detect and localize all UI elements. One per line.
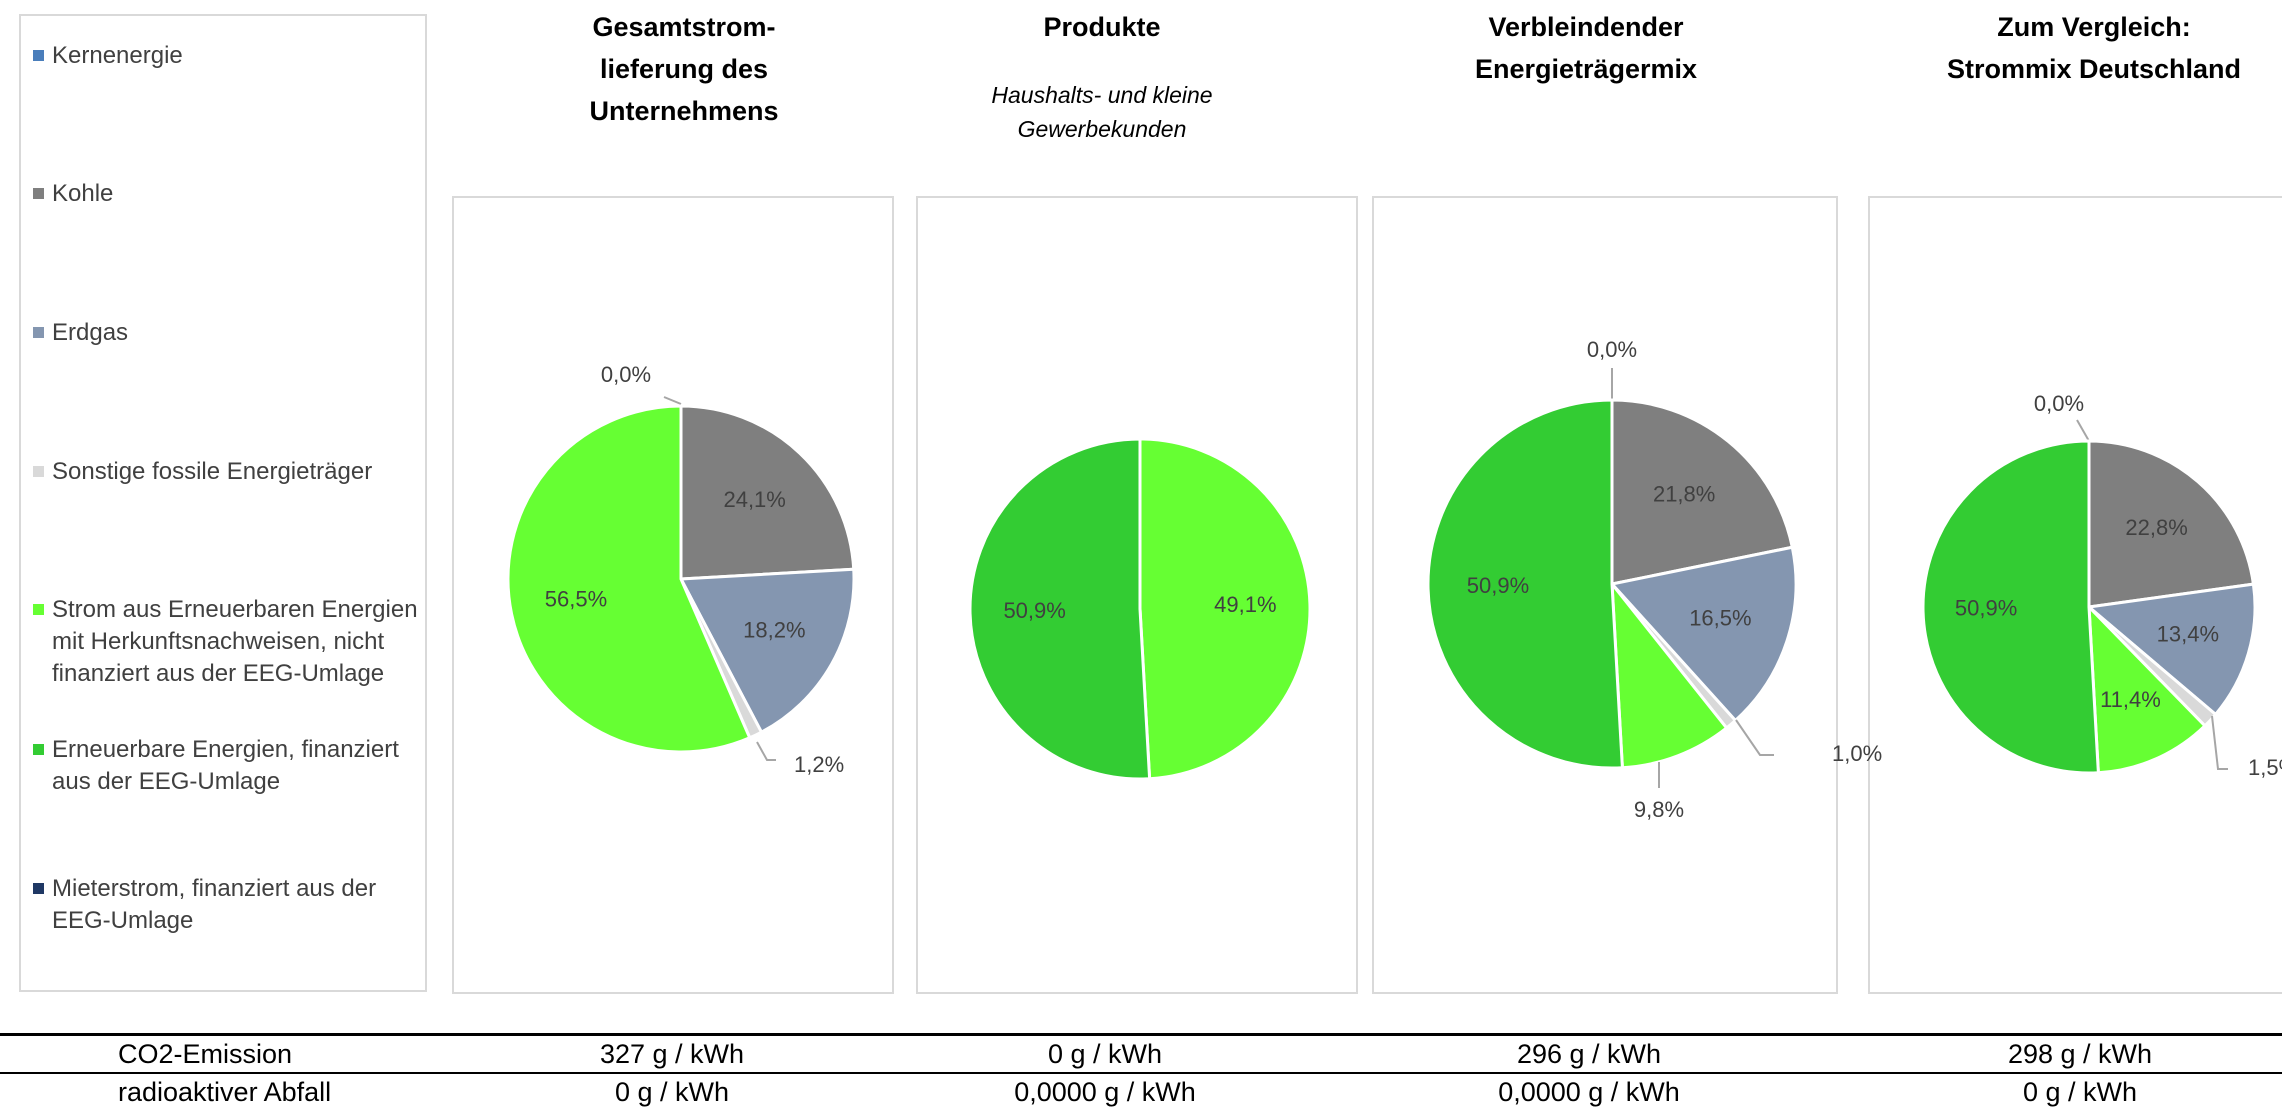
pie-data-label: 24,1% xyxy=(723,487,785,512)
column-title-line: Produkte xyxy=(1043,12,1161,42)
pie-slice xyxy=(2087,439,2256,609)
chart-frame-1 xyxy=(452,196,894,994)
chart-frame-4 xyxy=(1868,196,2282,994)
legend-swatch xyxy=(33,604,44,615)
pie-data-label: 49,1% xyxy=(1214,592,1276,617)
pie-data-label: 0,0% xyxy=(1587,337,1637,362)
column-title-line: Strommix Deutschland xyxy=(1946,54,2242,84)
legend-label: Kernenergie xyxy=(52,42,183,69)
column-title-line: Unternehmens xyxy=(589,96,779,126)
column-subtitle-line: Gewerbekunden xyxy=(1017,116,1187,142)
legend-item: Strom aus Erneuerbaren Energien mit Herku… xyxy=(33,594,442,690)
pie-slice xyxy=(1610,398,1795,586)
pie-data-label: 16,5% xyxy=(1689,605,1751,630)
pie-data-label: 21,8% xyxy=(1653,481,1715,506)
legend-item: Mieterstrom, finanziert aus der EEG-Umlag… xyxy=(33,873,442,937)
leader-line xyxy=(756,741,776,761)
legend-label: EEG-Umlage xyxy=(52,907,194,934)
column-title-line: Gesamtstrom- xyxy=(592,12,776,42)
pie-data-label: 50,9% xyxy=(1003,598,1065,623)
table-cell: 327 g / kWh xyxy=(599,1039,745,1069)
table-cell: 298 g / kWh xyxy=(2007,1039,2153,1069)
table-cell: 0 g / kWh xyxy=(614,1077,730,1107)
pie-data-label: 1,2% xyxy=(794,752,844,777)
leader-line xyxy=(2076,419,2090,442)
pie-data-label: 0,0% xyxy=(601,362,651,387)
leader-line xyxy=(663,396,682,405)
pie-data-label: 22,8% xyxy=(2125,515,2187,540)
legend-label: aus der EEG-Umlage xyxy=(52,768,281,795)
column-title: Zum Vergleich: Strommix Deutschland xyxy=(1854,6,2282,90)
table-cell: 0,0000 g / kWh xyxy=(1014,1077,1196,1107)
column-subtitle: Haushalts- und kleine Gewerbekunden xyxy=(862,78,1342,146)
legend-item: Erdgas xyxy=(33,317,442,349)
table-row-label: CO2-Emission xyxy=(118,1039,293,1069)
legend-swatch xyxy=(33,466,44,477)
legend-label: Strom aus Erneuerbaren Energien xyxy=(52,596,418,623)
legend-label: Erdgas xyxy=(52,319,129,346)
table-top-rule xyxy=(0,1033,2282,1036)
pie-slice xyxy=(1921,439,2100,775)
legend-label: mit Herkunftsnachweisen, nicht xyxy=(52,628,385,655)
legend-item: Kohle xyxy=(33,178,442,210)
pie-data-label: 13,4% xyxy=(2157,622,2219,647)
pie-data-label: 1,0% xyxy=(1832,741,1882,766)
legend-label: finanziert aus der EEG-Umlage xyxy=(52,660,385,687)
legend-label: Mieterstrom, finanziert aus der xyxy=(52,875,377,902)
table-row-divider xyxy=(0,1072,2282,1074)
legend-label: Sonstige fossile Energieträger xyxy=(52,458,373,485)
legend-swatch xyxy=(33,883,44,894)
legend-label: Kohle xyxy=(52,180,114,207)
column-title: Produkte xyxy=(862,6,1342,48)
pie-slice xyxy=(2085,582,2257,717)
legend-item: Sonstige fossile Energieträger xyxy=(33,456,442,488)
legend-label: Erneuerbare Energien, finanziert xyxy=(52,736,399,763)
legend-box xyxy=(19,14,427,992)
pie-chart-4: 0,0% 22,8% 13,4% 1,5% 11,4% 50,9% xyxy=(1921,391,2282,780)
pie-slice xyxy=(1138,437,1312,781)
table-cell: 0 g / kWh xyxy=(2022,1077,2138,1107)
column-subtitle-line: Haushalts- und kleine xyxy=(991,82,1213,108)
chart-frame-2 xyxy=(916,196,1358,994)
column-title: Gesamtstrom-lieferung des Unternehmens xyxy=(444,6,924,132)
table-cell: 0 g / kWh xyxy=(1047,1039,1163,1069)
pie-slice xyxy=(679,404,856,581)
column-title-line: Verbleindender xyxy=(1488,12,1684,42)
leader-line xyxy=(1735,719,1774,756)
legend-swatch xyxy=(33,188,44,199)
pie-slice xyxy=(2087,603,2208,775)
pie-chart-2: 49,1% 50,9% xyxy=(968,437,1312,781)
pie-data-label: 56,5% xyxy=(545,587,607,612)
column-title: Verbleindender Energieträgermix xyxy=(1346,6,1826,90)
pie-slice xyxy=(1426,398,1624,770)
legend-swatch xyxy=(33,744,44,755)
pie-chart-1: 0,0% 24,1% 18,2% 1,2% 56,5% xyxy=(506,362,856,777)
pie-data-label: 0,0% xyxy=(2034,391,2084,416)
column-title-line: Energieträgermix xyxy=(1474,54,1698,84)
pie-data-label: 18,2% xyxy=(743,618,805,643)
pie-data-label: 1,5% xyxy=(2248,755,2282,780)
pie-slice xyxy=(506,404,752,754)
pie-charts: 0,0% 24,1% 18,2% 1,2% 56,5% 49,1% 50,9% 0,0% 21,… xyxy=(506,337,2282,822)
pie-slice xyxy=(968,437,1152,781)
legend-swatch xyxy=(33,50,44,61)
leader-line xyxy=(2211,715,2228,770)
table-cell: 296 g / kWh xyxy=(1516,1039,1662,1069)
pie-data-label: 11,4% xyxy=(2100,687,2161,712)
pie-slice xyxy=(1609,545,1798,723)
pie-slice xyxy=(678,567,856,735)
chart-frame-3 xyxy=(1372,196,1838,994)
column-title-line: Zum Vergleich: xyxy=(1997,12,2191,42)
legend-item: Kernenergie xyxy=(33,40,442,72)
table-cell: 0,0000 g / kWh xyxy=(1498,1077,1680,1107)
table-row-label: radioaktiver Abfall xyxy=(118,1077,332,1107)
pie-slice xyxy=(1610,579,1729,770)
pie-chart-3: 0,0% 21,8% 16,5% 1,0% 9,8% 50,9% xyxy=(1426,337,1882,822)
column-title-line: lieferung des xyxy=(599,54,769,84)
pie-data-label: 50,9% xyxy=(1467,573,1529,598)
legend-item: Erneuerbare Energien, finanziert aus der … xyxy=(33,734,442,798)
pie-data-label: 50,9% xyxy=(1955,596,2017,621)
pie-data-label: 9,8% xyxy=(1634,797,1684,822)
legend-swatch xyxy=(33,327,44,338)
